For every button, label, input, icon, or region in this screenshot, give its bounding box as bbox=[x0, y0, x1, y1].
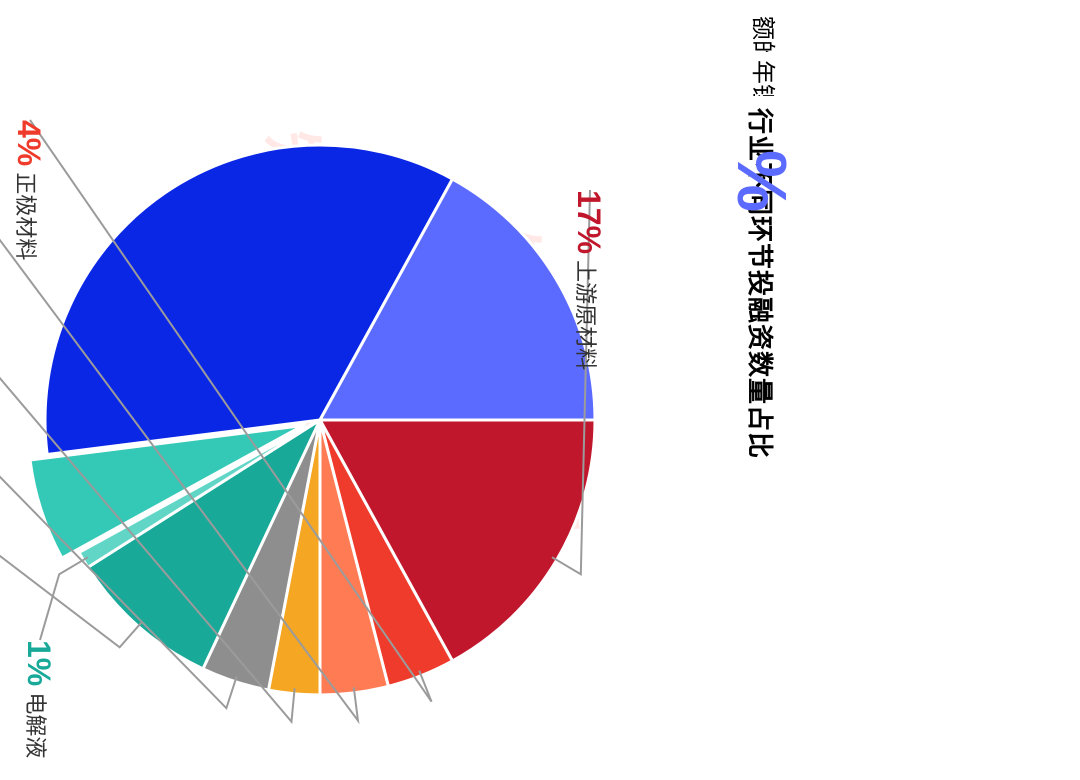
leader-electrolyte bbox=[40, 557, 88, 640]
label-pct-upstream: 17% bbox=[571, 190, 607, 254]
label-pct-cathode: 4% bbox=[11, 120, 47, 166]
label-upstream: 17% 上游原材料 bbox=[570, 190, 608, 370]
label-name-electrolyte: 电解液 bbox=[23, 686, 48, 758]
pie-chart bbox=[0, 0, 780, 780]
label-pct-electrolyte: 1% bbox=[21, 640, 57, 686]
label-name-upstream: 上游原材料 bbox=[573, 254, 598, 370]
label-electrolyte: 1% 电解液 bbox=[20, 640, 58, 758]
label-name-cathode: 正极材料 bbox=[13, 166, 38, 260]
label-cathode: 4% 正极材料 bbox=[10, 120, 48, 260]
